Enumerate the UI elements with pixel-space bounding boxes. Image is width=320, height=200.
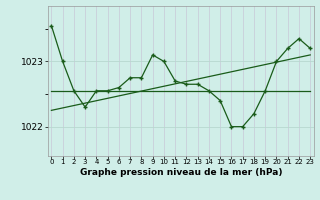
X-axis label: Graphe pression niveau de la mer (hPa): Graphe pression niveau de la mer (hPa)	[80, 168, 282, 177]
